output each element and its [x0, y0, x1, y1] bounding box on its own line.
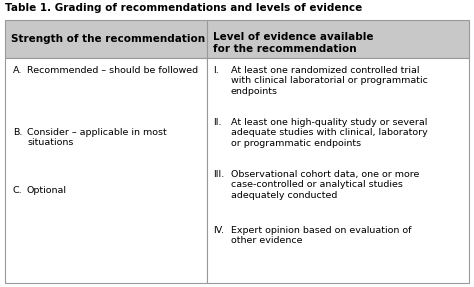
Text: IV.: IV.	[213, 226, 224, 235]
Text: Strength of the recommendation: Strength of the recommendation	[11, 34, 205, 44]
Text: C.: C.	[13, 186, 23, 195]
Bar	[207, 20, 469, 58]
Text: Level of evidence available
for the recommendation: Level of evidence available for the reco…	[213, 32, 374, 54]
Text: Recommended – should be followed: Recommended – should be followed	[27, 66, 198, 75]
Text: At least one high-quality study or several
adequate studies with clinical, labor: At least one high-quality study or sever…	[231, 118, 428, 148]
Text: Consider – applicable in most
situations: Consider – applicable in most situations	[27, 128, 167, 148]
Text: At least one randomized controlled trial
with clinical laboratorial or programma: At least one randomized controlled trial…	[231, 66, 428, 96]
Text: B.: B.	[13, 128, 22, 137]
Text: I.: I.	[213, 66, 219, 75]
Text: Observational cohort data, one or more
case-controlled or analytical studies
ade: Observational cohort data, one or more c…	[231, 170, 419, 200]
Bar	[5, 58, 207, 283]
Text: Expert opinion based on evaluation of
other evidence: Expert opinion based on evaluation of ot…	[231, 226, 411, 245]
Text: A.: A.	[13, 66, 22, 75]
Bar	[5, 20, 207, 58]
Text: Table 1. Grading of recommendations and levels of evidence: Table 1. Grading of recommendations and …	[5, 3, 362, 13]
Text: II.: II.	[213, 118, 221, 127]
Text: Optional: Optional	[27, 186, 67, 195]
Text: III.: III.	[213, 170, 224, 179]
Bar	[207, 58, 469, 283]
